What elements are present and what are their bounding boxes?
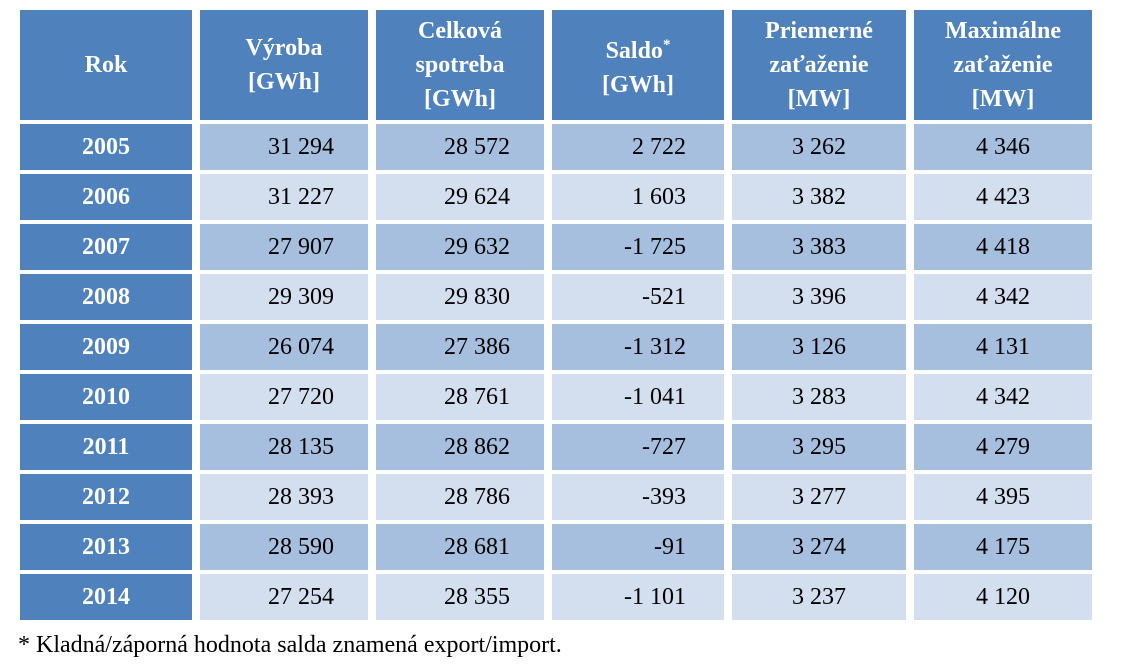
value-cell: 28 135	[200, 424, 368, 470]
value-cell: 3 283	[732, 374, 906, 420]
value-cell: 27 386	[376, 324, 544, 370]
header-line: Výroba	[245, 35, 323, 61]
value-cell: 29 309	[200, 274, 368, 320]
table-body: 2005 31 294 28 572 2 722 3 262 4 346 2006 31 22…	[20, 124, 1092, 620]
table-row: 2011 28 135 28 862 -727 3 295 4 279	[20, 424, 1092, 470]
table-row: 2012 28 393 28 786 -393 3 277 4 395	[20, 474, 1092, 520]
value-cell: 4 131	[914, 324, 1092, 370]
table-row: 2008 29 309 29 830 -521 3 396 4 342	[20, 274, 1092, 320]
value-cell: 28 590	[200, 524, 368, 570]
header-cell: Výroba [GWh]	[200, 10, 368, 120]
value-cell: -521	[552, 274, 724, 320]
value-cell: 4 279	[914, 424, 1092, 470]
value-cell: 28 862	[376, 424, 544, 470]
value-cell: 2 722	[552, 124, 724, 170]
header-cell: Celková spotreba [GWh]	[376, 10, 544, 120]
header-line: [GWh]	[424, 86, 496, 112]
table-row: 2005 31 294 28 572 2 722 3 262 4 346	[20, 124, 1092, 170]
value-cell: 28 786	[376, 474, 544, 520]
header-line: Celková	[418, 18, 502, 44]
table-row: 2006 31 227 29 624 1 603 3 382 4 423	[20, 174, 1092, 220]
header-cell: Saldo* [GWh]	[552, 10, 724, 120]
header-line: Maximálne	[945, 18, 1061, 44]
header-line: zaťaženie	[769, 52, 869, 78]
year-cell: 2013	[20, 524, 192, 570]
table-row: 2010 27 720 28 761 -1 041 3 283 4 342	[20, 374, 1092, 420]
header-line: [GWh]	[248, 69, 320, 95]
year-cell: 2009	[20, 324, 192, 370]
value-cell: 4 342	[914, 374, 1092, 420]
data-table: Rok Výroba [GWh] Celková spotreba [GWh] Saldo*…	[12, 6, 1100, 624]
value-cell: 3 237	[732, 574, 906, 620]
value-cell: 31 294	[200, 124, 368, 170]
value-cell: 31 227	[200, 174, 368, 220]
value-cell: 4 418	[914, 224, 1092, 270]
header-line: Rok	[84, 52, 128, 78]
value-cell: 4 395	[914, 474, 1092, 520]
year-cell: 2012	[20, 474, 192, 520]
value-cell: 4 120	[914, 574, 1092, 620]
value-cell: 26 074	[200, 324, 368, 370]
header-line: [GWh]	[602, 72, 674, 98]
value-cell: 27 254	[200, 574, 368, 620]
value-cell: -1 725	[552, 224, 724, 270]
value-cell: 3 383	[732, 224, 906, 270]
value-cell: -91	[552, 524, 724, 570]
year-cell: 2005	[20, 124, 192, 170]
footnote-mark: *	[662, 37, 671, 53]
year-cell: 2006	[20, 174, 192, 220]
header-line: [MW]	[787, 86, 851, 112]
header-cell: Maximálne zaťaženie [MW]	[914, 10, 1092, 120]
value-cell: -1 041	[552, 374, 724, 420]
value-cell: 28 681	[376, 524, 544, 570]
value-cell: 28 761	[376, 374, 544, 420]
value-cell: -1 101	[552, 574, 724, 620]
table-row: 2014 27 254 28 355 -1 101 3 237 4 120	[20, 574, 1092, 620]
value-cell: 1 603	[552, 174, 724, 220]
value-cell: 3 396	[732, 274, 906, 320]
value-cell: -1 312	[552, 324, 724, 370]
year-cell: 2011	[20, 424, 192, 470]
header-line: [MW]	[971, 86, 1035, 112]
year-cell: 2007	[20, 224, 192, 270]
value-cell: 3 126	[732, 324, 906, 370]
value-cell: 3 274	[732, 524, 906, 570]
value-cell: 3 295	[732, 424, 906, 470]
header-line: Saldo*	[605, 37, 671, 64]
value-cell: 4 342	[914, 274, 1092, 320]
value-cell: 3 277	[732, 474, 906, 520]
footnote: * Kladná/záporná hodnota salda znamená e…	[18, 632, 562, 658]
table-row: 2013 28 590 28 681 -91 3 274 4 175	[20, 524, 1092, 570]
value-cell: 4 346	[914, 124, 1092, 170]
value-cell: 28 572	[376, 124, 544, 170]
value-cell: 4 423	[914, 174, 1092, 220]
table-row: 2009 26 074 27 386 -1 312 3 126 4 131	[20, 324, 1092, 370]
value-cell: 29 830	[376, 274, 544, 320]
value-cell: 27 720	[200, 374, 368, 420]
header-line: Priemerné	[765, 18, 873, 44]
year-cell: 2008	[20, 274, 192, 320]
value-cell: 4 175	[914, 524, 1092, 570]
value-cell: 27 907	[200, 224, 368, 270]
value-cell: 28 355	[376, 574, 544, 620]
header-cell: Rok	[20, 10, 192, 120]
value-cell: -393	[552, 474, 724, 520]
value-cell: 28 393	[200, 474, 368, 520]
value-cell: 29 624	[376, 174, 544, 220]
header-row: Rok Výroba [GWh] Celková spotreba [GWh] Saldo*…	[20, 10, 1092, 120]
header-line: spotreba	[415, 52, 505, 78]
header-cell: Priemerné zaťaženie [MW]	[732, 10, 906, 120]
header-line: zaťaženie	[953, 52, 1053, 78]
year-cell: 2010	[20, 374, 192, 420]
value-cell: -727	[552, 424, 724, 470]
value-cell: 29 632	[376, 224, 544, 270]
table-row: 2007 27 907 29 632 -1 725 3 383 4 418	[20, 224, 1092, 270]
value-cell: 3 382	[732, 174, 906, 220]
value-cell: 3 262	[732, 124, 906, 170]
year-cell: 2014	[20, 574, 192, 620]
